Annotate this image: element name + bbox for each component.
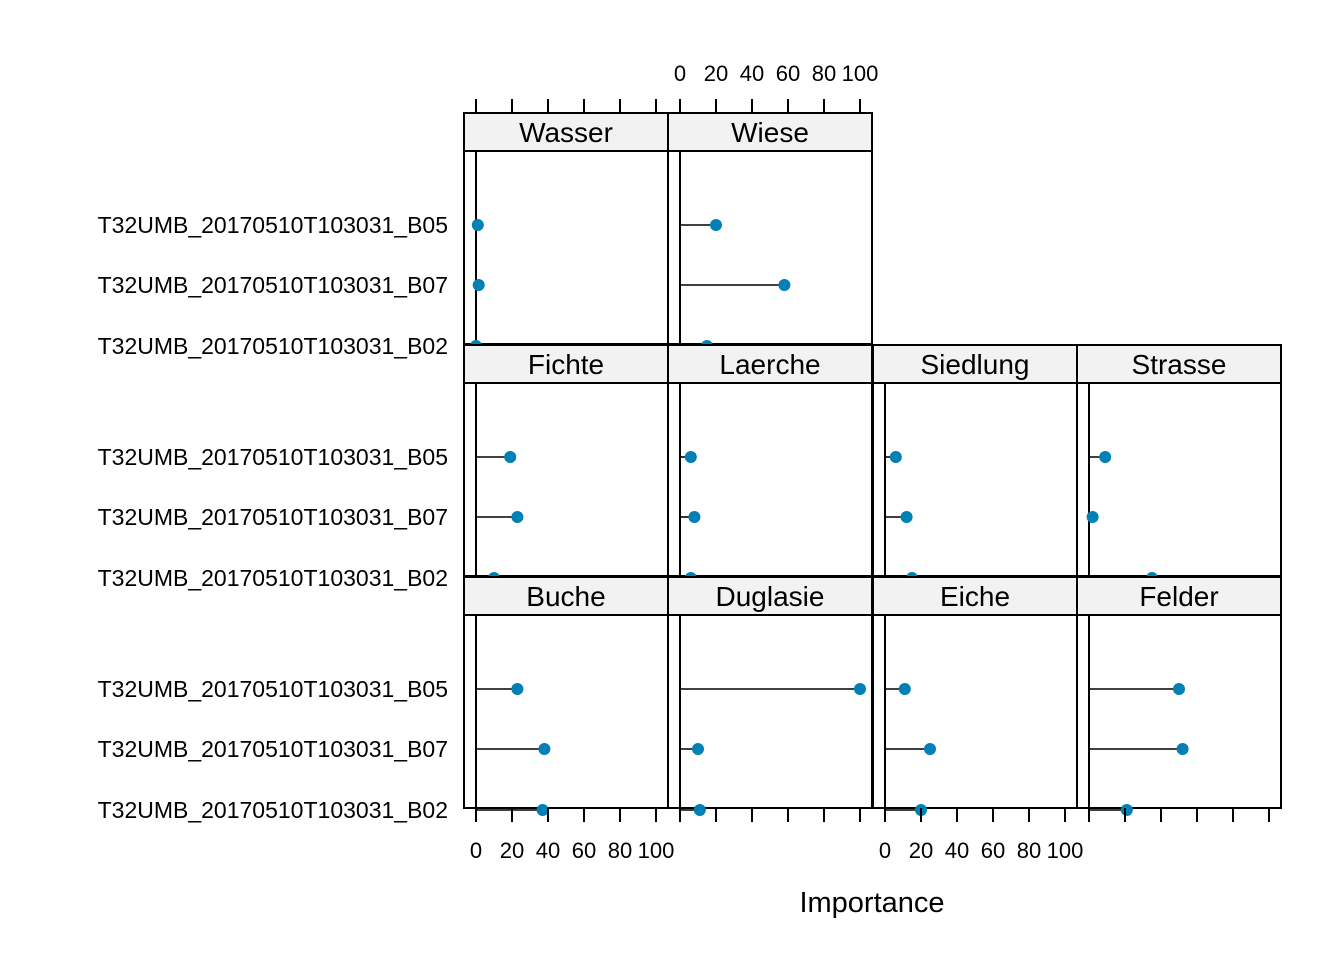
- category-label: T32UMB_20170510T103031_B07: [98, 736, 448, 762]
- data-point: [924, 743, 936, 755]
- category-label: T32UMB_20170510T103031_B02: [98, 797, 448, 823]
- x-tick-label: 20: [704, 61, 728, 86]
- data-point: [511, 683, 524, 695]
- data-point: [511, 511, 524, 523]
- panel-wasser: Wasser: [463, 112, 669, 352]
- panel-strasse: Strasse: [1076, 344, 1282, 584]
- strip-label: Strasse: [1132, 349, 1227, 380]
- category-label: T32UMB_20170510T103031_B05: [98, 444, 448, 470]
- x-tick-label: 0: [879, 838, 891, 863]
- x-axis-bottom-col3: [1088, 808, 1270, 822]
- panel-frame: [463, 614, 669, 809]
- x-tick-label: 0: [674, 61, 686, 86]
- data-point: [688, 511, 701, 523]
- panel-frame: [463, 150, 669, 345]
- category-label: T32UMB_20170510T103031_B02: [98, 565, 448, 591]
- category-label: T32UMB_20170510T103031_B05: [98, 212, 448, 238]
- data-point: [710, 219, 722, 231]
- strip-label: Siedlung: [921, 349, 1030, 380]
- x-tick-label: 40: [740, 61, 764, 86]
- strip-header: [463, 344, 669, 384]
- panel-eiche: Eiche: [872, 576, 1078, 816]
- x-tick-label: 40: [536, 838, 560, 863]
- strip-header: [1076, 344, 1282, 384]
- panel-fichte: Fichte: [463, 344, 669, 584]
- strip-label: Fichte: [528, 349, 604, 380]
- data-point: [900, 511, 913, 523]
- data-point: [538, 743, 551, 755]
- strip-header: [463, 576, 669, 616]
- x-tick-label: 100: [842, 61, 879, 86]
- x-axis-bottom-col0: 0 20 40 60 80 100: [470, 808, 674, 863]
- data-point: [1173, 683, 1185, 695]
- panel-frame: [667, 150, 873, 345]
- strip-header: [1076, 576, 1282, 616]
- x-tick-label: 60: [572, 838, 596, 863]
- strip-label: Laerche: [719, 349, 820, 380]
- data-point: [1086, 511, 1099, 523]
- strip-header: [463, 112, 669, 152]
- x-tick-label: 40: [945, 838, 969, 863]
- panel-frame: [667, 382, 873, 577]
- category-labels: T32UMB_20170510T103031_B05 T32UMB_2017051…: [98, 212, 448, 823]
- panel-duglasie: Duglasie: [667, 576, 873, 816]
- x-tick-label: 80: [608, 838, 632, 863]
- strip-header: [667, 576, 873, 616]
- panel-buche: Buche: [463, 576, 669, 816]
- strip-label: Buche: [526, 581, 605, 612]
- data-point: [854, 683, 866, 695]
- data-point: [536, 804, 549, 816]
- strip-header: [667, 112, 873, 152]
- data-point: [692, 743, 704, 755]
- strip-label: Wasser: [519, 117, 613, 148]
- data-point: [778, 279, 791, 291]
- panel-frame: [463, 382, 669, 577]
- data-point: [889, 451, 902, 463]
- panel-wiese: Wiese: [667, 112, 873, 352]
- strip-label: Eiche: [940, 581, 1010, 612]
- x-tick-label: 60: [776, 61, 800, 86]
- x-axis-bottom-col2: 0 20 40 60 80 100: [879, 808, 1083, 863]
- x-tick-label: 100: [638, 838, 675, 863]
- x-tick-label: 20: [909, 838, 933, 863]
- x-axis-title: Importance: [799, 887, 944, 919]
- panel-siedlung: Siedlung: [872, 344, 1078, 584]
- category-label: T32UMB_20170510T103031_B02: [98, 333, 448, 359]
- strip-label: Duglasie: [716, 581, 825, 612]
- panel-frame: [1076, 614, 1282, 809]
- data-point: [1176, 743, 1189, 755]
- data-point: [472, 279, 485, 291]
- panel-laerche: Laerche: [667, 344, 873, 584]
- panel-felder: Felder: [1076, 576, 1282, 816]
- x-tick-label: 80: [1017, 838, 1041, 863]
- panel-frame: [667, 614, 873, 809]
- strip-header: [872, 344, 1078, 384]
- data-point: [693, 804, 706, 816]
- data-point: [898, 683, 911, 695]
- panel-frame: [1076, 382, 1282, 577]
- category-label: T32UMB_20170510T103031_B07: [98, 504, 448, 530]
- panels-layer: Wasser Wiese Fichte Laerche Siedlung Strasse B…: [463, 112, 1282, 816]
- x-axis-bottom-col1: [679, 808, 861, 822]
- data-point: [1099, 451, 1112, 463]
- strip-label: Felder: [1139, 581, 1218, 612]
- panel-frame: [872, 614, 1078, 809]
- x-axis-top-col0: [475, 99, 657, 113]
- data-point: [471, 219, 484, 231]
- x-tick-label: 100: [1047, 838, 1084, 863]
- panel-frame: [872, 382, 1078, 577]
- strip-label: Wiese: [731, 117, 809, 148]
- x-axis-top-col1: 0 20 40 60 80 100: [674, 61, 878, 113]
- category-label: T32UMB_20170510T103031_B05: [98, 676, 448, 702]
- x-tick-label: 20: [500, 838, 524, 863]
- category-label: T32UMB_20170510T103031_B07: [98, 272, 448, 298]
- x-tick-label: 60: [981, 838, 1005, 863]
- data-point: [684, 451, 697, 463]
- x-tick-label: 0: [470, 838, 482, 863]
- data-point: [1120, 804, 1133, 816]
- data-point: [504, 451, 517, 463]
- x-tick-label: 80: [812, 61, 836, 86]
